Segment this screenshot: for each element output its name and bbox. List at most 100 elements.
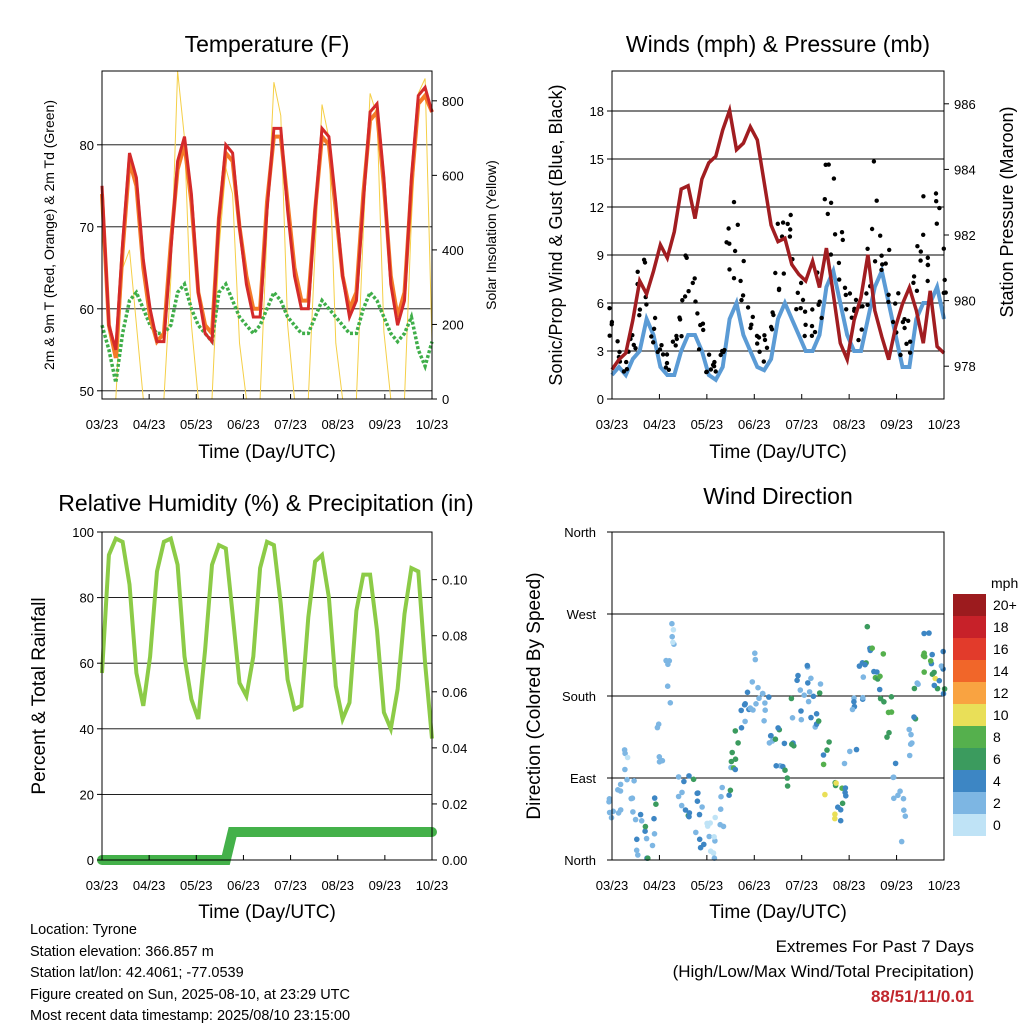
gust-point	[802, 333, 807, 339]
humidity-line	[100, 535, 434, 739]
direction-point	[720, 823, 727, 830]
direction-point	[849, 706, 856, 713]
humidity-plot-frame	[101, 531, 433, 861]
direction-point	[877, 673, 883, 680]
gust-point	[800, 297, 806, 303]
direction-point	[816, 690, 823, 696]
temperature-xlabel: Time (Day/UTC)	[198, 442, 336, 463]
direction-point	[732, 728, 739, 734]
direction-point	[651, 795, 658, 801]
direction-point	[738, 707, 744, 714]
gust-point	[943, 290, 948, 295]
gust-point	[644, 302, 649, 307]
x-tick-label: 10/23	[416, 417, 449, 432]
x-tick-label: 07/23	[274, 417, 307, 432]
direction-point	[860, 674, 867, 680]
station-elevation: Station elevation: 366.857 m	[30, 943, 214, 960]
gust-point	[740, 293, 746, 298]
gust-point	[741, 258, 746, 264]
direction-point	[712, 814, 718, 821]
direction-point	[735, 740, 741, 746]
humidity-ylabel: Percent & Total Rainfall	[29, 597, 50, 794]
gust-point	[762, 337, 768, 343]
winds-axes: 0 3 6 9 12 15 18 978 980 982 984 986 03/23 04/23 05/23…	[590, 97, 976, 432]
gust-point	[739, 297, 744, 303]
gust-point	[812, 329, 818, 335]
direction-point	[864, 623, 871, 630]
wind-direction-ylabel: Direction (Colored By Speed)	[524, 572, 545, 819]
gust-point	[904, 341, 909, 346]
direction-point	[784, 775, 791, 781]
y-tick-label: 6	[597, 296, 604, 311]
x-tick-label: 04/23	[643, 417, 676, 432]
gust-point	[649, 334, 654, 339]
gust-point	[816, 302, 821, 307]
direction-point	[798, 716, 805, 723]
y-tick-label: 80	[80, 138, 94, 153]
direction-point	[759, 690, 766, 697]
gust-point	[898, 352, 903, 358]
direction-point	[701, 841, 707, 848]
rainfall-line	[97, 827, 437, 865]
direction-point	[622, 750, 628, 757]
gust-point	[673, 343, 678, 348]
y-tick-label: 60	[80, 302, 94, 317]
direction-point	[624, 754, 631, 761]
direction-point	[892, 760, 899, 767]
direction-point	[842, 785, 849, 791]
gust-point	[911, 280, 916, 285]
direction-point	[670, 627, 677, 633]
direction-point	[659, 757, 666, 764]
direction-point	[788, 695, 795, 702]
y-tick-label: 20	[80, 787, 94, 802]
direction-point	[832, 815, 838, 822]
direction-point	[921, 669, 927, 675]
y-right-tick-label: 978	[954, 359, 976, 374]
direction-point	[841, 760, 848, 767]
gust-point	[933, 191, 939, 196]
direction-point	[642, 828, 648, 834]
gust-point	[831, 176, 837, 181]
direction-point	[833, 780, 839, 786]
direction-point	[843, 793, 849, 799]
gust-point	[911, 274, 917, 279]
gust-point	[864, 291, 869, 296]
direction-point	[655, 721, 662, 727]
direction-point	[808, 714, 814, 721]
direction-point	[789, 715, 796, 721]
direction-point	[741, 702, 748, 708]
direction-point	[682, 807, 689, 813]
direction-point	[742, 718, 748, 725]
y-right-tick-label: 980	[954, 294, 976, 309]
direction-point	[755, 684, 761, 691]
direction-point	[909, 740, 915, 746]
direction-point	[810, 693, 817, 700]
gust-point	[925, 262, 930, 268]
direction-point	[808, 675, 814, 682]
gust-point	[788, 212, 793, 218]
gust-point	[727, 241, 732, 246]
y-tick-label: 60	[80, 656, 94, 671]
direction-point	[635, 852, 641, 858]
wind-direction-points	[606, 620, 948, 861]
gust-point	[776, 286, 782, 291]
direction-point	[876, 686, 883, 693]
direction-point	[678, 802, 685, 809]
direction-point	[669, 633, 675, 640]
direction-point	[911, 714, 917, 720]
gust-point	[886, 299, 891, 305]
gust-point	[879, 253, 884, 258]
direction-point	[782, 767, 788, 773]
gust-point	[847, 291, 853, 296]
humidity-series	[97, 535, 437, 865]
x-tick-label: 03/23	[86, 878, 119, 893]
gust-point	[887, 247, 892, 253]
gust-point	[809, 323, 815, 329]
gust-point	[853, 297, 859, 303]
direction-point	[901, 807, 907, 813]
gust-point	[775, 221, 780, 226]
direction-point	[651, 815, 657, 822]
gust-point	[624, 367, 630, 372]
gust-point	[686, 289, 691, 294]
